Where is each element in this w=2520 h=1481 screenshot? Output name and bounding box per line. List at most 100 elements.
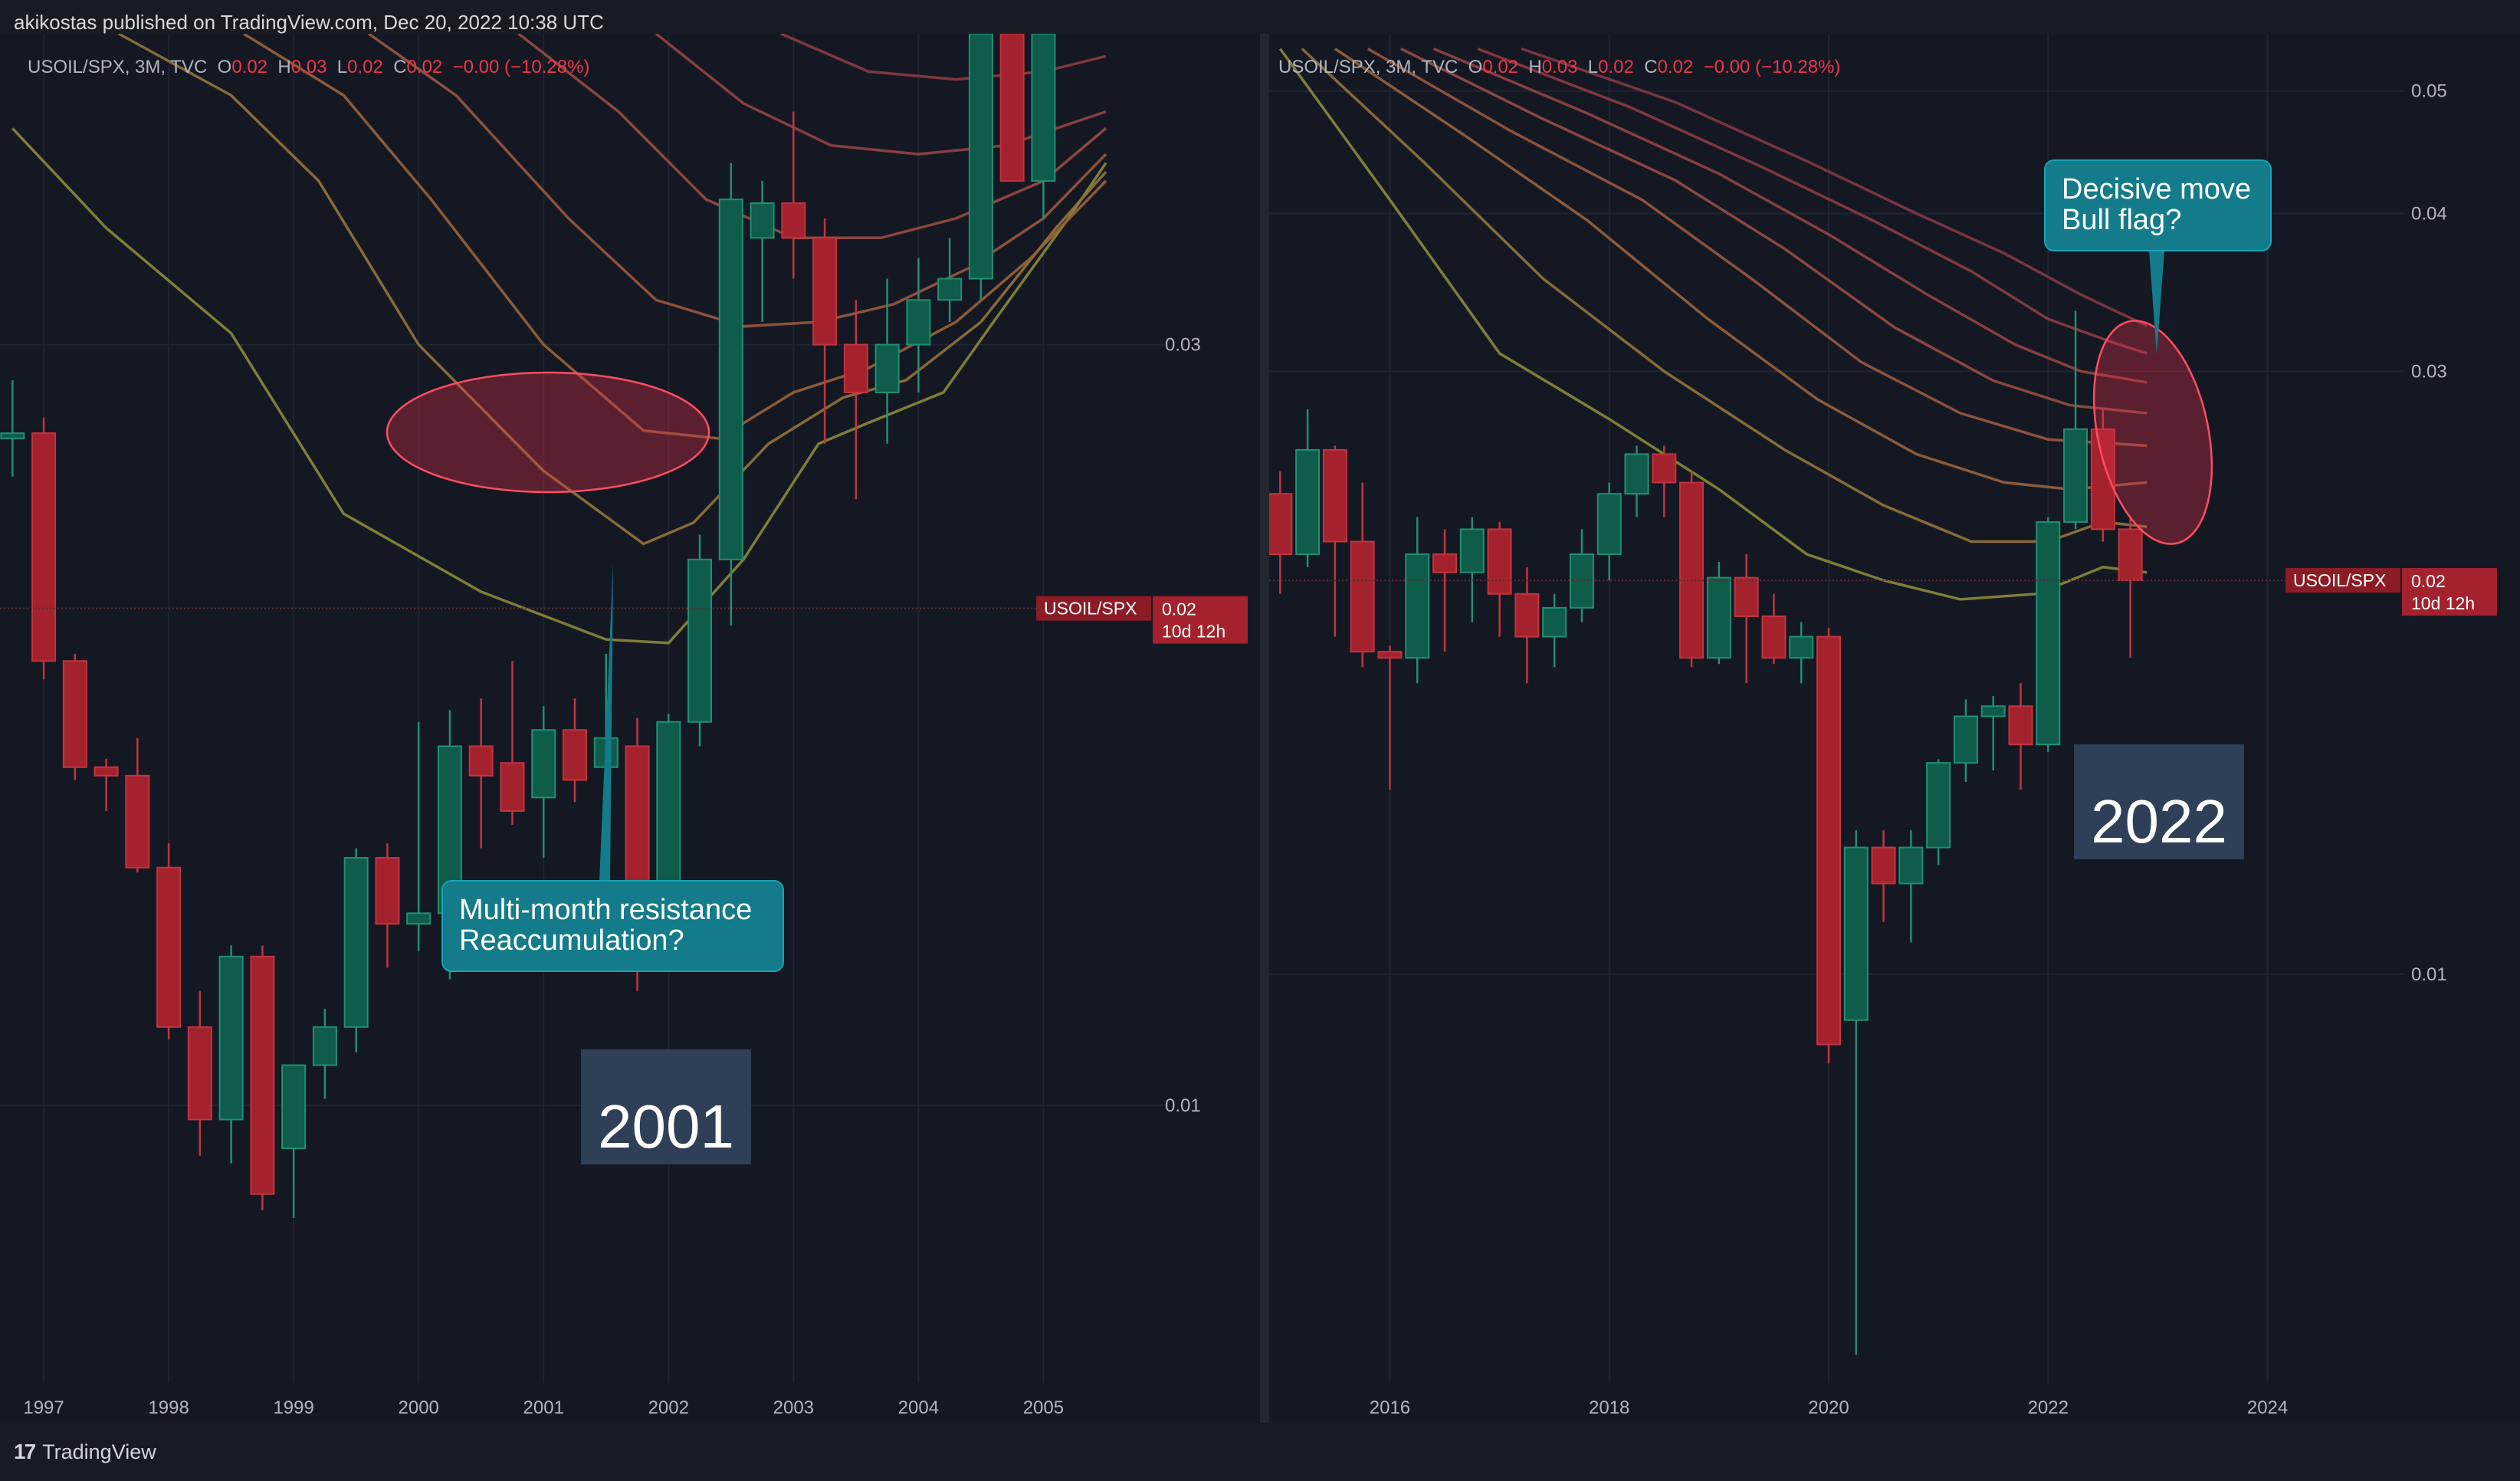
candle-body[interactable]	[1734, 576, 1759, 617]
candle-body[interactable]	[312, 1026, 337, 1066]
candle-body[interactable]	[1514, 593, 1540, 638]
price-tag-value-bg	[2402, 568, 2497, 616]
candle-body[interactable]	[1761, 615, 1787, 659]
candle-body[interactable]	[874, 343, 900, 393]
legend-high-label: H	[1528, 57, 1542, 77]
right-chart-canvas[interactable]: 2016 2018 2020 2022 2024 0.05 0.04 0.03 0.01 USOI…	[1269, 34, 2520, 1423]
right-chart-panel[interactable]: 2016 2018 2020 2022 2024 0.05 0.04 0.03 0.01 USOI…	[1269, 34, 2520, 1423]
candle-body[interactable]	[2090, 428, 2115, 530]
tradingview-logo[interactable]: 17 TradingView	[14, 1440, 156, 1464]
price-tag-value: 0.02	[1162, 599, 1196, 619]
candle-body[interactable]	[1843, 846, 1869, 1021]
candle-body[interactable]	[1789, 635, 1814, 659]
candle-body[interactable]	[2063, 428, 2089, 523]
candle-body[interactable]	[62, 660, 87, 768]
callout-box[interactable]	[2044, 159, 2272, 251]
candle-body[interactable]	[468, 745, 494, 777]
callout-line-1: Multi-month resistance	[459, 894, 752, 926]
candle-body[interactable]	[94, 766, 119, 777]
candle-body[interactable]	[1926, 762, 1951, 849]
candle-body[interactable]	[781, 202, 806, 239]
y-axis-tick-label: 0.04	[2411, 203, 2447, 224]
candle-body[interactable]	[2008, 705, 2033, 746]
callout-line-1: Decisive move	[2062, 173, 2251, 205]
candle-body[interactable]	[1953, 715, 1978, 764]
candle-body[interactable]	[1322, 448, 1347, 543]
candle-body[interactable]	[1542, 606, 1567, 638]
legend-low-label: L	[1587, 57, 1599, 77]
candle-body[interactable]	[687, 558, 713, 723]
candle-body[interactable]	[187, 1026, 212, 1121]
price-tag-countdown: 10d 12h	[2411, 593, 2475, 613]
candle-body[interactable]	[500, 762, 525, 812]
footer-bar: 17 TradingView	[0, 1423, 2520, 1481]
moving-average-line	[1301, 48, 2148, 543]
candle-body[interactable]	[1980, 705, 2006, 718]
candle-body[interactable]	[281, 1064, 307, 1150]
price-tag-value-bg	[1153, 596, 1248, 644]
moving-average-line	[1334, 48, 2148, 491]
candle-body[interactable]	[1652, 453, 1677, 484]
candle-body[interactable]	[0, 432, 25, 439]
candle-body[interactable]	[625, 745, 650, 899]
candle-body[interactable]	[1706, 576, 1731, 659]
highlight-ellipse[interactable]	[386, 371, 710, 494]
candle-body[interactable]	[1596, 493, 1622, 555]
price-tag-countdown: 10d 12h	[1162, 622, 1226, 642]
left-chart-canvas[interactable]: 1997 1998 1999 2000 2001 2002 2003 2004 2005 0.03…	[0, 34, 1260, 1423]
candle-body[interactable]	[906, 299, 931, 346]
y-axis-tick-label: 0.01	[2411, 964, 2447, 985]
candle-body[interactable]	[1459, 528, 1485, 573]
candle-body[interactable]	[531, 729, 556, 799]
x-axis-tick-label: 2024	[2247, 1397, 2288, 1418]
y-axis-tick-label: 0.05	[2411, 81, 2447, 102]
candle-body[interactable]	[937, 277, 963, 301]
candle-body[interactable]	[125, 774, 150, 869]
candle-body[interactable]	[1432, 553, 1458, 573]
candle-body[interactable]	[1816, 635, 1841, 1046]
moving-average-line	[1367, 48, 2148, 448]
moving-average-line	[780, 34, 1107, 81]
candle-body[interactable]	[31, 432, 57, 662]
x-axis-tick-label: 2001	[523, 1397, 564, 1418]
candle-body[interactable]	[2118, 528, 2143, 582]
candle-body[interactable]	[812, 237, 838, 346]
candle-body[interactable]	[1898, 846, 1924, 885]
candle-body[interactable]	[375, 857, 400, 925]
candle-body[interactable]	[343, 857, 369, 1028]
candle-body[interactable]	[1031, 34, 1056, 182]
moving-average-line	[1400, 48, 2148, 415]
candle-body[interactable]	[1871, 846, 1896, 885]
candle-body[interactable]	[563, 729, 587, 781]
candle-body[interactable]	[968, 34, 993, 280]
candle-body[interactable]	[406, 912, 431, 925]
year-label: 2022	[2091, 787, 2227, 855]
candle-body[interactable]	[1487, 528, 1512, 595]
candle-body[interactable]	[999, 34, 1025, 182]
candle-body[interactable]	[718, 199, 743, 560]
candle-body[interactable]	[250, 955, 275, 1195]
candle-body[interactable]	[1405, 553, 1430, 659]
candle-body[interactable]	[1350, 540, 1375, 653]
candle-body[interactable]	[218, 955, 244, 1121]
candle-body[interactable]	[750, 202, 775, 239]
candle-body[interactable]	[1569, 553, 1594, 609]
candle-body[interactable]	[1624, 453, 1649, 495]
panel-divider[interactable]	[1260, 34, 1269, 1423]
year-label: 2001	[598, 1092, 734, 1161]
moving-average-line	[1433, 47, 2148, 384]
candle-body[interactable]	[1377, 651, 1403, 659]
candle-body[interactable]	[156, 866, 182, 1028]
x-axis-tick-label: 2000	[399, 1397, 439, 1418]
callout-box[interactable]	[441, 880, 784, 972]
candle-body[interactable]	[1295, 448, 1321, 555]
candle-body[interactable]	[2036, 520, 2061, 746]
candle-body[interactable]	[1679, 481, 1705, 659]
legend-open-value: 0.02	[231, 57, 268, 77]
candle-body[interactable]	[843, 343, 868, 393]
moving-average-line	[1521, 47, 2148, 327]
left-chart-panel[interactable]: 1997 1998 1999 2000 2001 2002 2003 2004 2005 0.03…	[0, 34, 1260, 1423]
candle-body[interactable]	[656, 721, 681, 899]
highlight-ellipse[interactable]	[2075, 310, 2230, 554]
candle-body[interactable]	[1269, 493, 1293, 555]
